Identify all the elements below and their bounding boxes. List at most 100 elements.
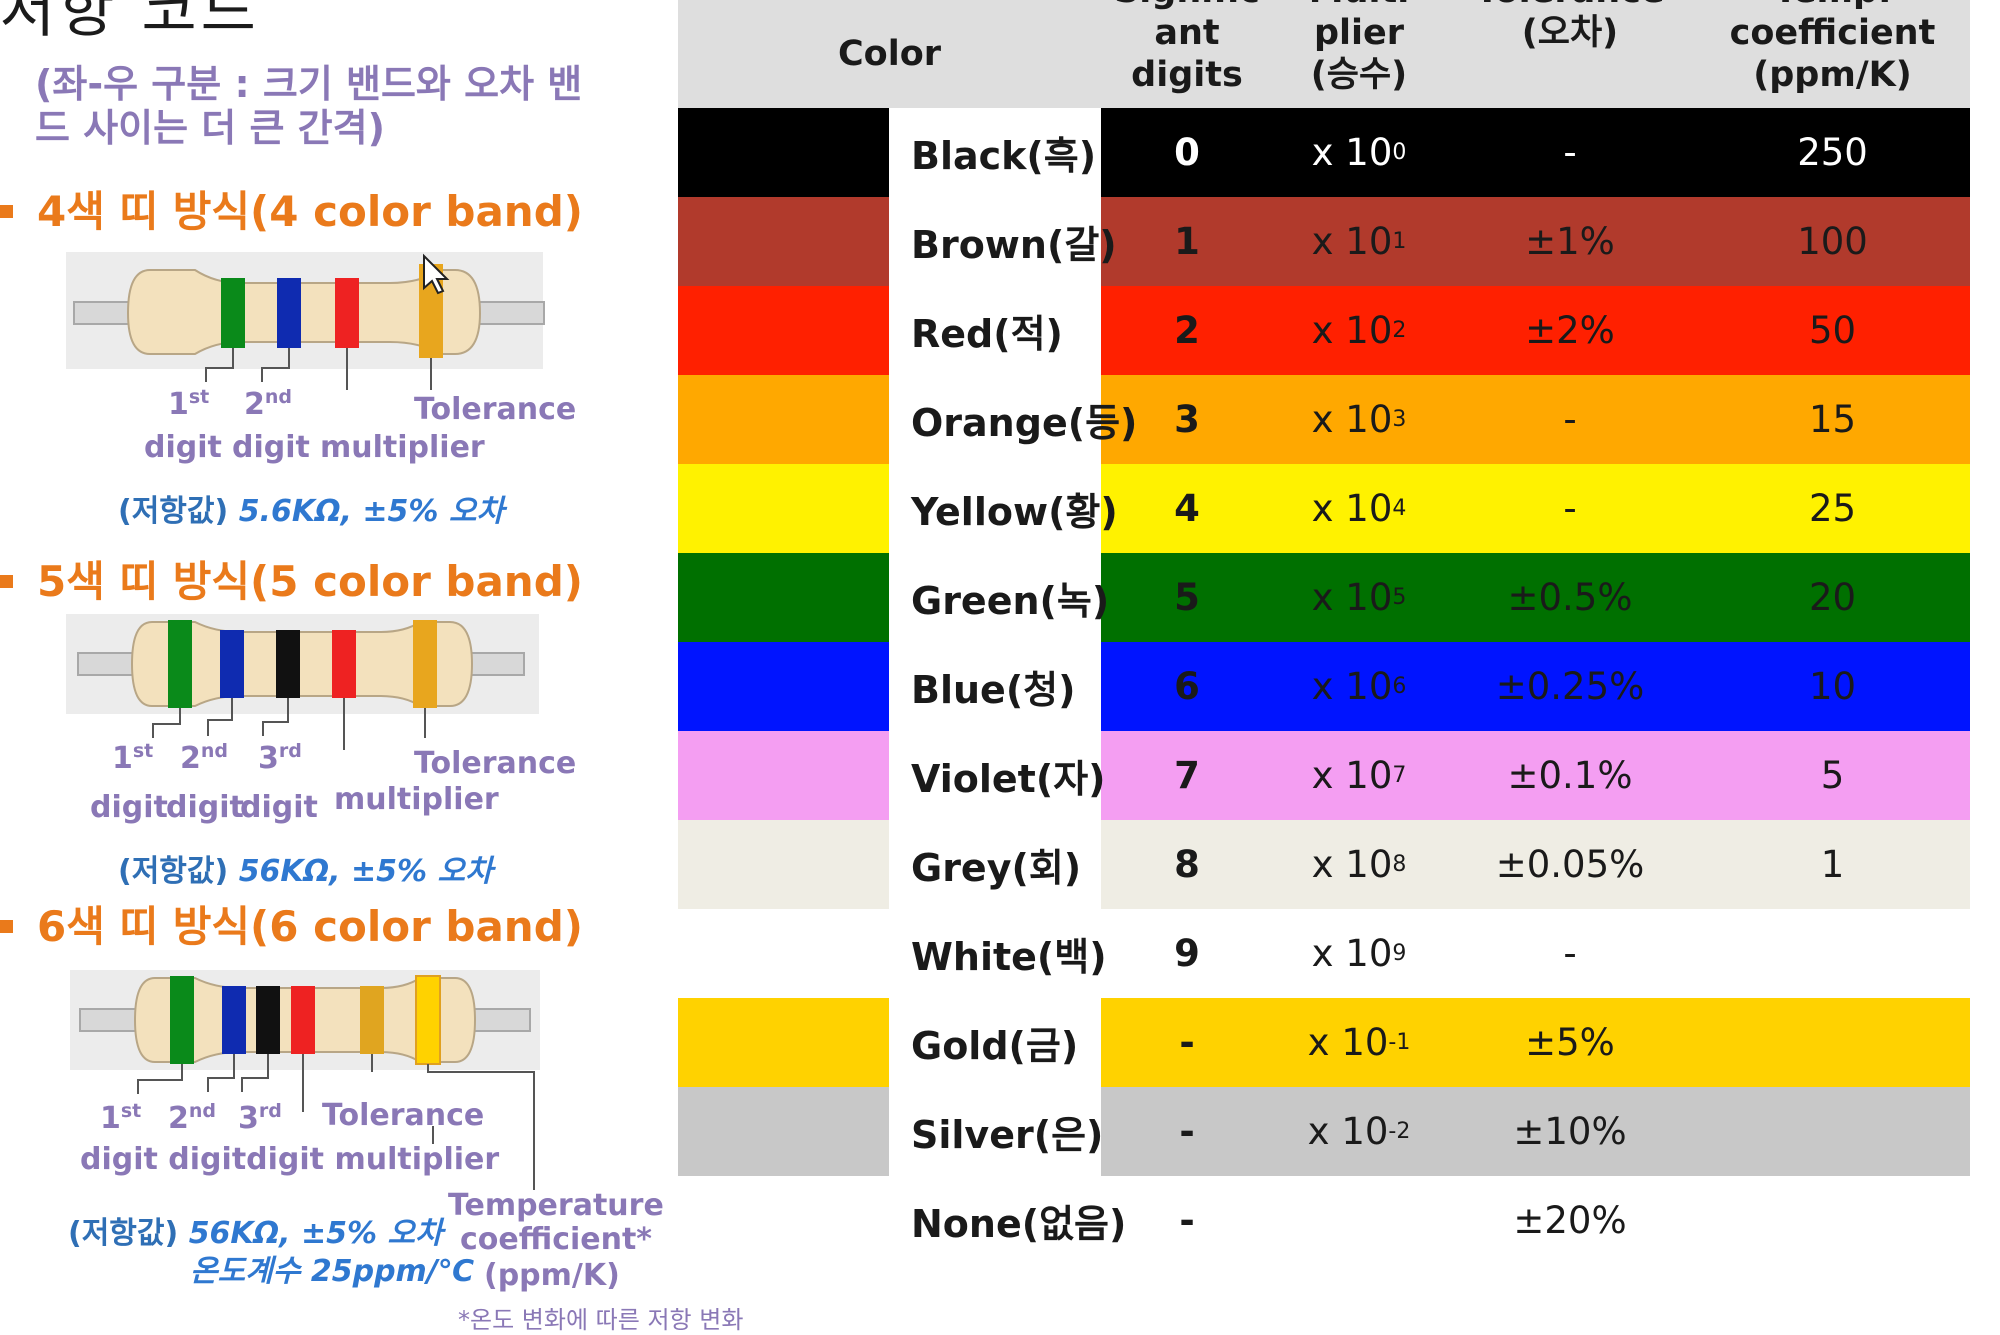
color-name: Brown(갈) [889, 197, 1117, 286]
table-row: Gold(금) - x 10 -1 ±5% [678, 998, 1970, 1087]
tolerance-value: ±20% [1513, 1199, 1627, 1242]
resistor-5band-value: (저항값) 56KΩ, ±5% 오차 [118, 854, 493, 889]
label-multiplier: multiplier [334, 782, 499, 817]
color-swatch [678, 197, 889, 286]
resistor-4band-value: (저항값) 5.6KΩ, ±5% 오차 [118, 494, 505, 529]
section-heading-6band: 6색 띠 방식(6 color band) [0, 893, 583, 954]
multiplier-value: x 10 -1 [1307, 1021, 1411, 1064]
temp-coefficient-value [1695, 998, 1970, 1087]
section-heading-4band-text: 4색 띠 방식(4 color band) [37, 187, 583, 236]
temp-coefficient-value: 25 [1808, 487, 1857, 530]
digit-value: 4 [1174, 487, 1200, 530]
color-band-fill [1101, 375, 1970, 464]
multiplier-value [1273, 1176, 1445, 1265]
page-title-fragment: 저항 코드 [0, 0, 260, 46]
temp-coefficient-value: 50 [1808, 309, 1857, 352]
multiplier-value: x 10 3 [1311, 398, 1407, 441]
tolerance-value: ±5% [1525, 1021, 1615, 1064]
label-ppm-k: (ppm/K) [484, 1258, 620, 1293]
multiplier-value: x 10 6 [1311, 665, 1407, 708]
temp-coefficient-value [1695, 1087, 1970, 1176]
color-swatch [678, 1176, 889, 1265]
label-digit-2: digit [232, 430, 310, 465]
label-digit-1: digit [144, 430, 222, 465]
color-band-fill [1101, 642, 1970, 731]
label-multiplier: multiplier [320, 430, 485, 465]
color-swatch [678, 820, 889, 909]
color-band-fill [1101, 731, 1970, 820]
tolerance-value: ±1% [1525, 220, 1615, 263]
multiplier-value: x 10 9 [1311, 932, 1407, 975]
digit-value: 5 [1174, 576, 1200, 619]
table-row: Yellow(황) 4 x 10 4 - 25 [678, 464, 1970, 553]
color-swatch [678, 375, 889, 464]
temp-coefficient-value: 5 [1820, 754, 1845, 797]
band-multiplier [335, 278, 359, 348]
multiplier-value: x 10 5 [1311, 576, 1407, 619]
multiplier-value: x 10 0 [1311, 131, 1407, 174]
temp-coefficient-value: 10 [1808, 665, 1857, 708]
multiplier-value: x 10 1 [1311, 220, 1407, 263]
temp-coefficient-value: 1 [1820, 843, 1845, 886]
table-row: Green(녹) 5 x 10 5 ±0.5% 20 [678, 553, 1970, 642]
band-digit2 [222, 986, 246, 1054]
color-band-fill [1101, 108, 1970, 197]
header-color: Color [837, 34, 942, 74]
table-row: Grey(회) 8 x 10 8 ±0.05% 1 [678, 820, 1970, 909]
color-band-fill [1101, 998, 1970, 1087]
digit-value: 9 [1174, 932, 1200, 975]
digit-value: 0 [1174, 131, 1200, 174]
footnote: *온도 변화에 따른 저항 변화 [458, 1306, 744, 1334]
table-row: Black(흑) 0 x 10 0 - 250 [678, 108, 1970, 197]
color-band-fill [1101, 1176, 1970, 1265]
tolerance-value: - [1563, 932, 1577, 975]
mouse-cursor-icon [423, 253, 450, 295]
color-name: Gold(금) [889, 998, 1101, 1087]
band-digit1 [221, 278, 245, 348]
color-name: Black(흑) [889, 108, 1101, 197]
color-name: White(백) [889, 909, 1107, 998]
tolerance-value: - [1563, 487, 1577, 530]
color-swatch [678, 464, 889, 553]
color-name: Grey(회) [889, 820, 1101, 909]
header-multiplier: Multiplier(승수) [1309, 0, 1409, 95]
digit-value: - [1179, 1021, 1195, 1064]
color-swatch [678, 731, 889, 820]
tolerance-value: - [1563, 398, 1577, 441]
color-swatch [678, 286, 889, 375]
multiplier-value: x 10 8 [1311, 843, 1407, 886]
color-name: Green(녹) [889, 553, 1109, 642]
color-swatch [678, 1087, 889, 1176]
temp-coefficient-value [1695, 1176, 1970, 1265]
multiplier-value: x 10 -2 [1307, 1110, 1411, 1153]
color-band-fill [1101, 286, 1970, 375]
color-name: Orange(등) [889, 375, 1137, 464]
temp-coefficient-value: 100 [1797, 220, 1868, 263]
multiplier-value: x 10 4 [1311, 487, 1407, 530]
label-tolerance: Tolerance [414, 392, 577, 427]
table-row: Blue(청) 6 x 10 6 ±0.25% 10 [678, 642, 1970, 731]
tolerance-value: ±10% [1513, 1110, 1627, 1153]
temp-coefficient-value: 250 [1797, 131, 1868, 174]
color-band-fill [1101, 464, 1970, 553]
label-digit-3: digit [240, 790, 318, 825]
color-band-fill [1101, 820, 1970, 909]
label-1st: 1st [112, 740, 154, 776]
band-multiplier [332, 630, 356, 698]
band-tolerance [413, 620, 437, 708]
color-swatch [678, 642, 889, 731]
tolerance-value: - [1563, 131, 1577, 174]
temp-coefficient-value: 15 [1808, 398, 1857, 441]
multiplier-value: x 10 2 [1311, 309, 1407, 352]
resistor-4band-illustration [66, 252, 545, 390]
section-heading-4band: 4색 띠 방식(4 color band) [0, 178, 583, 239]
color-swatch [678, 108, 889, 197]
digit-value: 1 [1174, 220, 1200, 263]
table-row: Silver(은) - x 10 -2 ±10% [678, 1087, 1970, 1176]
table-row: Brown(갈) 1 x 10 1 ±1% 100 [678, 197, 1970, 286]
tolerance-value: ±0.05% [1495, 843, 1645, 886]
label-2nd: 2nd [168, 1100, 217, 1136]
label-2nd: 2nd [244, 386, 293, 422]
color-swatch [678, 553, 889, 642]
color-name: Blue(청) [889, 642, 1101, 731]
